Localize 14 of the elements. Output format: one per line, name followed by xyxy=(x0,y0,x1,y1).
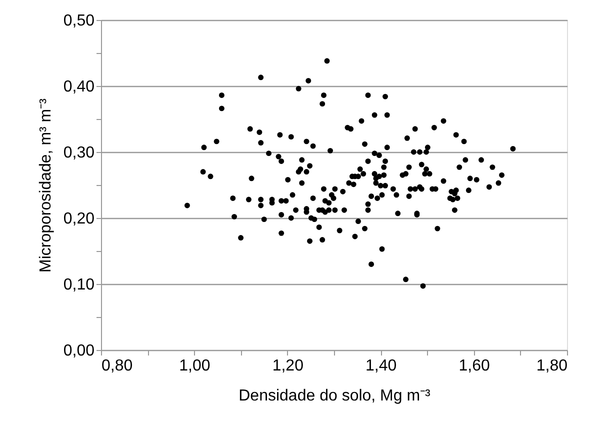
x-axis-title: Densidade do solo, Mg m⁻³ xyxy=(238,388,432,404)
y-axis-title: Microporosidade, m³ m⁻³ xyxy=(37,98,54,272)
y-tick-label: 0,10 xyxy=(63,276,95,294)
y-tick-label: 0,50 xyxy=(63,12,95,30)
x-tick-label: 1,60 xyxy=(458,358,490,374)
x-tick-label: 1,80 xyxy=(536,358,568,374)
x-tick-label: 1,00 xyxy=(179,358,210,374)
y-tick-label: 0,30 xyxy=(63,144,95,162)
x-tick-label: 0,80 xyxy=(102,358,133,374)
y-tick-label: 0,20 xyxy=(63,210,95,228)
x-tick-label: 1,20 xyxy=(272,358,304,374)
y-tick-label: 0,40 xyxy=(63,78,95,96)
y-tick-label: 0,00 xyxy=(63,342,95,360)
x-tick-label: 1,40 xyxy=(366,358,397,374)
